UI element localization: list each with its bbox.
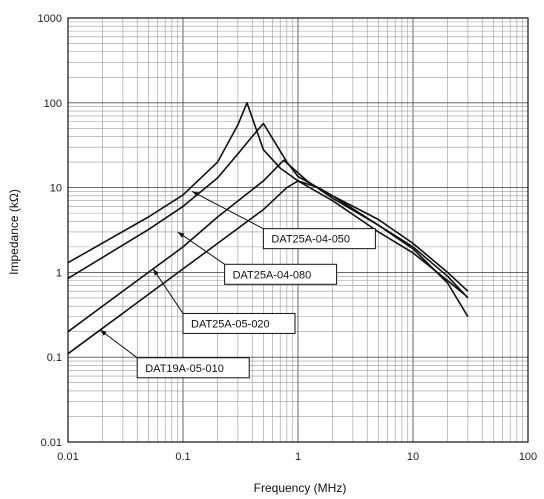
y-tick-label: 100 <box>44 98 62 110</box>
callout-box <box>262 228 376 250</box>
y-tick-label: 0.01 <box>41 437 62 449</box>
callout-arrowhead <box>177 231 185 238</box>
callout-box <box>224 263 338 285</box>
callout-arrowhead <box>100 329 107 336</box>
callout-label: DAT25A-04-080 <box>233 269 312 281</box>
callout-leader <box>99 329 138 359</box>
callout-label: DAT25A-04-050 <box>271 234 350 246</box>
x-tick-label: 10 <box>407 451 419 463</box>
y-tick-label: 1 <box>56 267 62 279</box>
y-tick-label: 10 <box>50 183 62 195</box>
series-line-dat19a-05-010 <box>67 180 469 355</box>
callout-label: DAT25A-05-020 <box>191 318 270 330</box>
callout-label: DAT19A-05-010 <box>145 363 224 375</box>
y-tick-label: 0.1 <box>47 352 62 364</box>
grid <box>67 18 528 443</box>
series-group <box>67 102 469 355</box>
y-tick-label: 1000 <box>38 13 62 25</box>
callout-leader <box>191 191 264 230</box>
x-tick-label: 1 <box>295 451 301 463</box>
series-line-dat25a-04-050 <box>67 102 465 296</box>
callout-arrowhead <box>153 268 159 276</box>
tick-labels: 0.01 0.1 1 10 100 0.01 0.1 1 10 100 1000 <box>38 13 538 463</box>
callout-leader <box>152 268 184 314</box>
series-line-dat25a-05-020 <box>67 159 469 333</box>
plot-frame <box>67 17 529 443</box>
callout-group: DAT25A-04-050 DAT25A-04-080 DAT25A-05-020 D… <box>99 191 376 379</box>
x-tick-label: 0.01 <box>57 451 78 463</box>
callout-box <box>136 357 250 379</box>
y-axis-title: Impedance (kΩ) <box>7 189 21 275</box>
x-tick-label: 100 <box>519 451 537 463</box>
x-axis-title: Frequency (MHz) <box>254 481 347 495</box>
callout-leader <box>177 231 225 265</box>
callout-box <box>182 312 296 334</box>
callout-arrowhead <box>192 191 200 197</box>
x-tick-label: 0.1 <box>175 451 190 463</box>
series-line-dat25a-04-080 <box>67 122 469 292</box>
